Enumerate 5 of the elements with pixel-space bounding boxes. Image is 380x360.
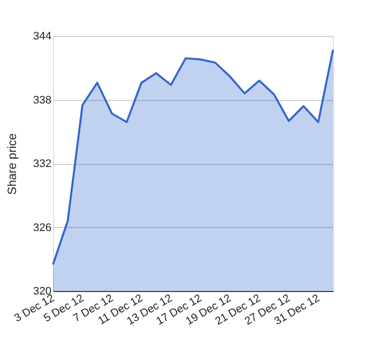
y-tick-label: 326 [33,222,52,234]
y-axis-title: Share price [5,132,20,195]
y-tick-label: 344 [33,30,52,42]
y-tick-label: 332 [33,158,52,170]
y-tick-label: 338 [33,94,52,106]
